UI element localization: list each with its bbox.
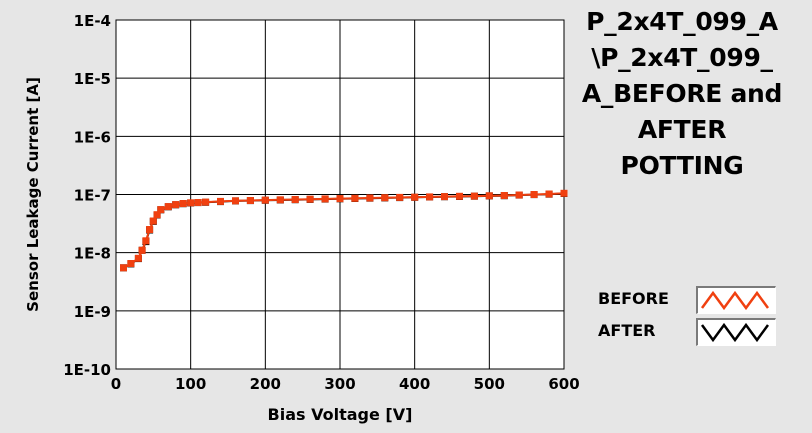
legend-label: AFTER	[598, 321, 656, 340]
y-tick-label: 1E-9	[74, 303, 111, 321]
legend-label: BEFORE	[598, 289, 669, 308]
title-line: AFTER	[637, 115, 727, 144]
x-tick-label: 300	[324, 375, 355, 393]
data-point-before	[146, 226, 154, 233]
data-point-before	[291, 196, 299, 203]
data-point-before	[321, 195, 329, 203]
data-point-before	[485, 192, 493, 200]
title-line: POTTING	[620, 151, 744, 180]
y-tick-label: 1E-7	[74, 187, 111, 205]
legend-item-before[interactable]: BEFORE	[590, 284, 780, 314]
zigzag-line-icon	[700, 290, 770, 311]
legend-item-after[interactable]: AFTER	[590, 316, 780, 346]
data-point-before	[164, 203, 172, 211]
x-tick-label: 500	[474, 375, 505, 393]
y-tick-label: 1E-6	[74, 128, 111, 146]
x-tick-label: 400	[399, 375, 430, 393]
data-point-before	[172, 201, 180, 209]
data-point-before	[306, 195, 314, 203]
title-line: \P_2x4T_099_	[591, 43, 773, 72]
x-axis-label: Bias Voltage [V]	[268, 405, 413, 424]
data-point-before	[179, 200, 187, 207]
data-point-before	[157, 206, 165, 214]
legend-swatch-before[interactable]	[696, 286, 776, 314]
data-point-before	[470, 192, 478, 200]
data-point-before	[515, 191, 523, 199]
y-tick-label: 1E-10	[63, 361, 111, 379]
data-point-before	[500, 192, 508, 199]
x-tick-label: 100	[175, 375, 206, 393]
data-point-before	[545, 190, 553, 198]
x-tick-label: 200	[250, 375, 281, 393]
title-line: P_2x4T_099_A	[586, 7, 778, 36]
data-point-before	[232, 197, 239, 205]
data-point-before	[411, 193, 419, 201]
data-point-before	[560, 189, 568, 197]
series-layer	[120, 189, 568, 272]
chart-title: P_2x4T_099_A \P_2x4T_099_ A_BEFORE and A…	[562, 4, 802, 184]
data-point-before	[530, 191, 538, 198]
data-point-before	[246, 197, 254, 204]
data-point-before	[396, 193, 404, 201]
data-point-before	[142, 237, 150, 245]
x-tick-label: 0	[111, 375, 121, 393]
data-point-before	[194, 199, 202, 206]
data-point-before	[351, 194, 359, 202]
data-point-before	[441, 193, 448, 201]
data-point-before	[217, 197, 224, 205]
data-point-before	[456, 192, 463, 200]
y-tick-label: 1E-4	[74, 12, 111, 30]
legend: BEFORE AFTER	[590, 282, 780, 350]
x-tick-label: 600	[548, 375, 579, 393]
data-point-before	[336, 195, 344, 203]
data-point-before	[120, 264, 127, 272]
data-point-before	[153, 211, 161, 219]
y-axis-label: Sensor Leakage Current [A]	[24, 77, 42, 312]
data-point-before	[187, 199, 195, 207]
data-point-before	[381, 194, 389, 202]
y-tick-label: 1E-8	[74, 245, 111, 263]
data-point-before	[127, 260, 135, 267]
data-point-before	[149, 217, 157, 225]
y-tick-label: 1E-5	[74, 70, 111, 88]
data-point-before	[426, 193, 434, 201]
tick-labels: 0 100 200 300 400 500 600 1E-10 1E-9 1E-8 1E-7 1E-6…	[63, 12, 579, 393]
title-line: A_BEFORE and	[581, 79, 783, 108]
data-point-before	[134, 254, 142, 262]
data-point-before	[366, 194, 374, 202]
data-point-before	[138, 246, 146, 254]
data-point-before	[261, 196, 269, 204]
data-point-before	[276, 196, 284, 204]
zigzag-line-icon	[700, 322, 770, 343]
data-point-before	[202, 198, 210, 206]
legend-swatch-after[interactable]	[696, 318, 776, 346]
